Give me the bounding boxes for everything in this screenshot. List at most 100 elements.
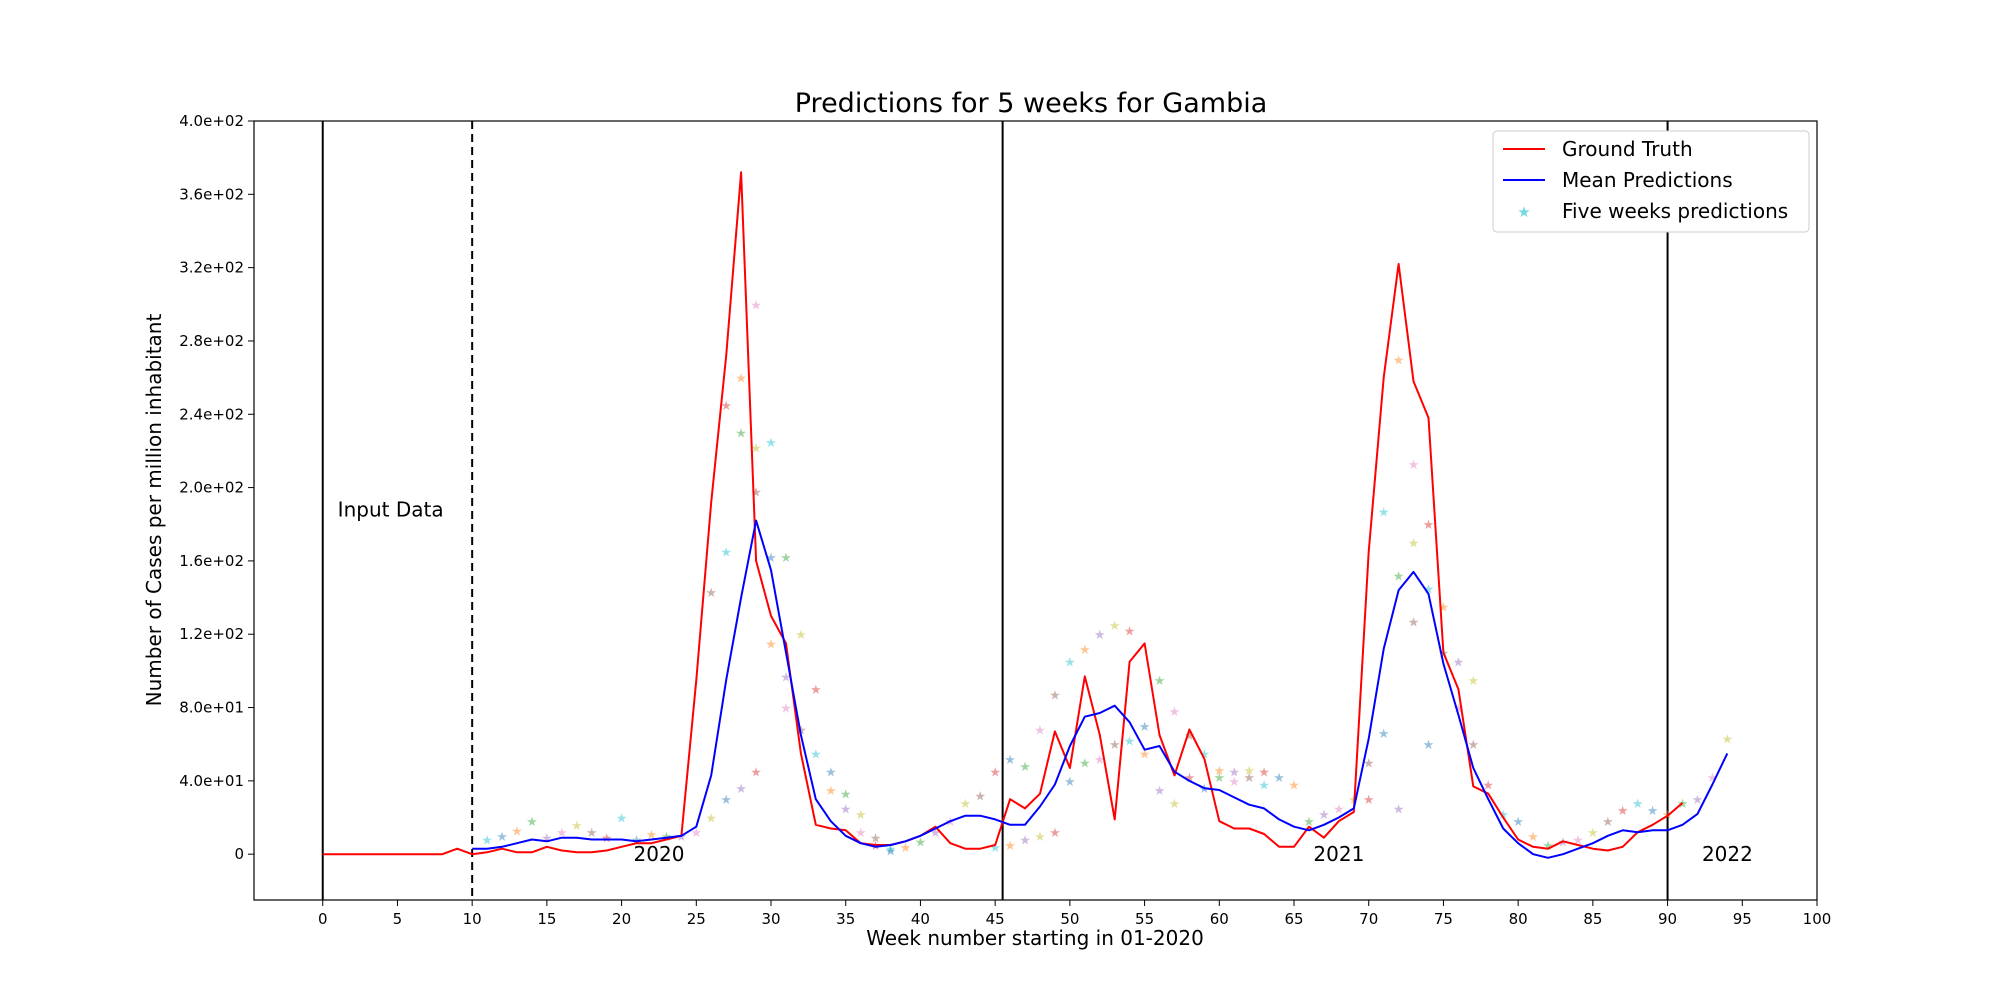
prediction-star-marker: ★	[1527, 829, 1539, 844]
prediction-star-marker: ★	[1139, 746, 1151, 761]
prediction-star-marker: ★	[1213, 770, 1225, 785]
prediction-star-marker: ★	[1004, 838, 1016, 853]
prediction-star-marker: ★	[1707, 770, 1719, 785]
prediction-star-marker: ★	[855, 807, 867, 822]
prediction-star-marker: ★	[571, 818, 583, 833]
prediction-star-marker: ★	[1258, 765, 1270, 780]
annotation-label: 2021	[1313, 842, 1364, 866]
prediction-star-marker: ★	[974, 789, 986, 804]
prediction-star-marker: ★	[1154, 783, 1166, 798]
x-tick-label: 55	[1135, 910, 1154, 928]
prediction-star-marker: ★	[1169, 704, 1181, 719]
prediction-star-marker: ★	[750, 297, 762, 312]
x-tick-label: 25	[687, 910, 706, 928]
five-weeks-predictions-series: ★ ★ ★★★ ★ ★ ★ ★★★ ★ ★ ★ ★★★★★★★★★★★★★★★★★★★★★★★★★ ★…	[481, 297, 1733, 858]
y-tick-label: 3.2e+02	[179, 259, 244, 277]
prediction-star-marker: ★	[1049, 688, 1061, 703]
prediction-star-marker: ★	[1363, 756, 1375, 771]
prediction-star-marker: ★	[1064, 774, 1076, 789]
prediction-star-marker: ★	[795, 627, 807, 642]
line-series	[322, 171, 1729, 859]
annotation-label: 2022	[1702, 842, 1753, 866]
legend-box	[1492, 130, 1810, 233]
prediction-star-marker: ★	[1512, 814, 1524, 829]
prediction-star-marker: ★	[780, 669, 792, 684]
prediction-star-marker: ★	[720, 398, 732, 413]
prediction-star-marker: ★	[1288, 778, 1300, 793]
prediction-star-marker: ★	[705, 585, 717, 600]
prediction-star-marker: ★	[840, 787, 852, 802]
prediction-star-marker: ★	[930, 825, 942, 840]
y-tick-label: 1.2e+02	[179, 625, 244, 643]
legend-label-five-weeks: Five weeks predictions	[1562, 199, 1788, 223]
prediction-star-marker: ★	[1333, 801, 1345, 816]
y-tick-label: 3.6e+02	[179, 185, 244, 203]
prediction-star-marker: ★	[750, 484, 762, 499]
prediction-star-marker: ★	[1722, 732, 1734, 747]
prediction-star-marker: ★	[1617, 803, 1629, 818]
y-tick-label: 2.4e+02	[179, 405, 244, 423]
x-tick-label: 70	[1359, 910, 1378, 928]
y-tick-label: 0	[234, 845, 244, 863]
prediction-star-marker: ★	[1602, 814, 1614, 829]
prediction-star-marker: ★	[541, 831, 553, 846]
prediction-star-marker: ★	[1064, 655, 1076, 670]
prediction-star-marker: ★	[1228, 765, 1240, 780]
prediction-star-marker: ★	[825, 765, 837, 780]
prediction-star-marker: ★	[989, 765, 1001, 780]
prediction-star-marker: ★	[1049, 825, 1061, 840]
prediction-star-marker: ★	[915, 834, 927, 849]
prediction-star-marker: ★	[1363, 792, 1375, 807]
prediction-star-marker: ★	[780, 701, 792, 716]
legend-label-ground-truth: Ground Truth	[1562, 137, 1693, 161]
prediction-star-marker: ★	[1542, 838, 1554, 853]
prediction-star-marker: ★	[1124, 734, 1136, 749]
prediction-star-marker: ★	[765, 636, 777, 651]
x-tick-label: 50	[1060, 910, 1079, 928]
prediction-star-marker: ★	[1408, 614, 1420, 629]
x-tick-label: 85	[1583, 910, 1602, 928]
x-tick-label: 0	[318, 910, 328, 928]
legend-label-mean-predictions: Mean Predictions	[1562, 168, 1733, 192]
prediction-star-marker: ★	[1453, 655, 1465, 670]
prediction-star-marker: ★	[959, 796, 971, 811]
prediction-star-marker: ★	[720, 792, 732, 807]
prediction-star-marker: ★	[750, 765, 762, 780]
x-axis-title: Week number starting in 01-2020	[866, 926, 1204, 950]
prediction-star-marker: ★	[1199, 746, 1211, 761]
prediction-star-marker: ★	[496, 829, 508, 844]
y-axis-title: Number of Cases per million inhabitant	[142, 314, 166, 707]
x-tick-label: 80	[1509, 910, 1528, 928]
annotation-label: 2020	[634, 842, 685, 866]
prediction-star-marker: ★	[1393, 569, 1405, 584]
prediction-star-marker: ★	[885, 844, 897, 859]
prediction-star-marker: ★	[900, 840, 912, 855]
prediction-star-marker: ★	[720, 545, 732, 560]
prediction-star-marker: ★	[1497, 807, 1509, 822]
prediction-star-marker: ★	[810, 746, 822, 761]
prediction-star-marker: ★	[1169, 796, 1181, 811]
prediction-star-marker: ★	[1408, 536, 1420, 551]
prediction-star-marker: ★	[989, 840, 1001, 855]
prediction-star-marker: ★	[1213, 763, 1225, 778]
prediction-star-marker: ★	[1423, 581, 1435, 596]
prediction-star-marker: ★	[616, 811, 628, 826]
x-tick-label: 100	[1803, 910, 1832, 928]
prediction-star-marker: ★	[825, 783, 837, 798]
prediction-star-marker: ★	[1243, 770, 1255, 785]
prediction-star-marker: ★	[855, 825, 867, 840]
prediction-star-marker: ★	[556, 825, 568, 840]
prediction-star-marker: ★	[885, 842, 897, 857]
prediction-star-marker: ★	[481, 833, 493, 848]
prediction-star-marker: ★	[1453, 701, 1465, 716]
x-tick-label: 35	[836, 910, 855, 928]
x-tick-label: 40	[911, 910, 930, 928]
prediction-star-marker: ★	[631, 833, 643, 848]
prediction-star-marker: ★	[690, 825, 702, 840]
x-tick-label: 15	[537, 910, 556, 928]
prediction-star-marker: ★	[1184, 770, 1196, 785]
legend: Ground Truth Mean Predictions ★ Five wee…	[1492, 130, 1810, 233]
x-tick-label: 90	[1658, 910, 1677, 928]
prediction-star-marker: ★	[1303, 814, 1315, 829]
